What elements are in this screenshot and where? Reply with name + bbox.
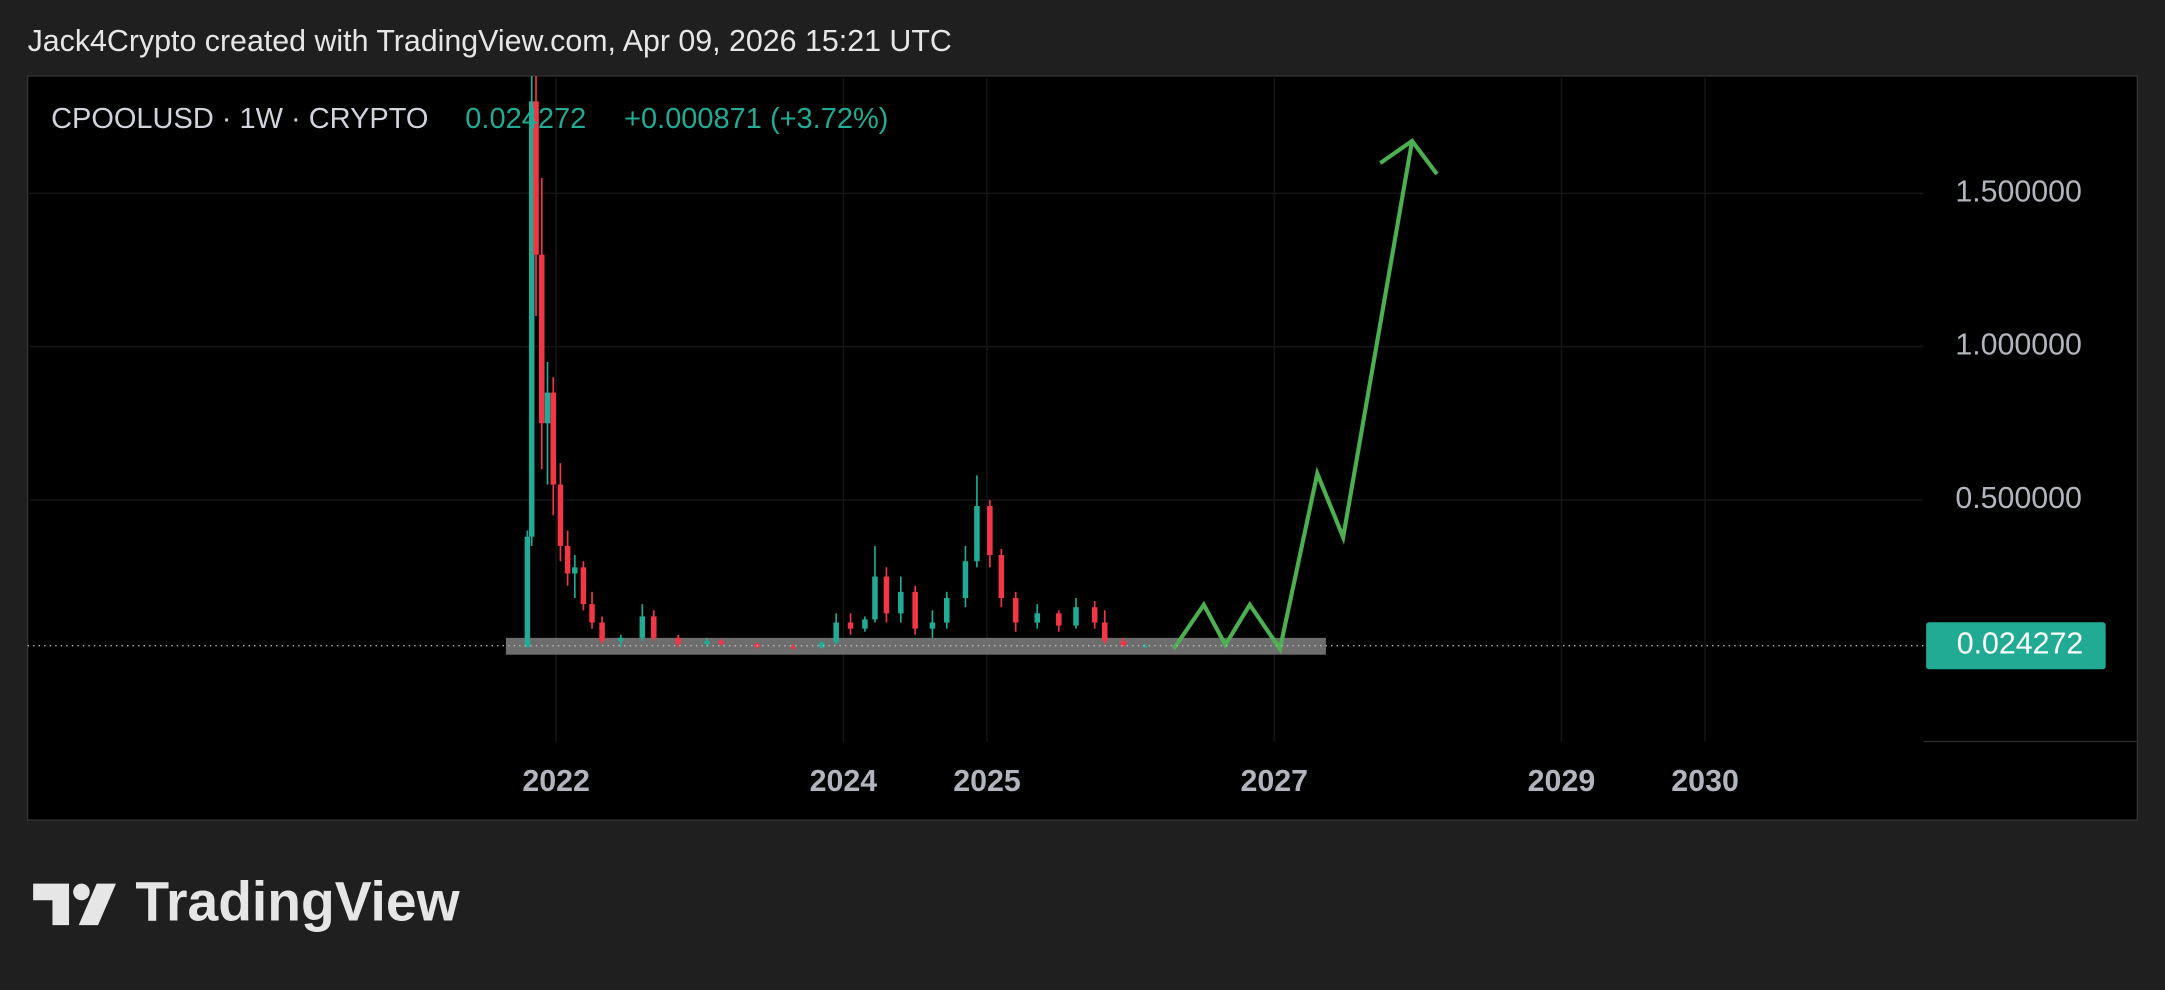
x-tick-label: 2030 (1671, 765, 1739, 798)
candle-body (599, 622, 605, 641)
candle-body (1073, 607, 1079, 626)
last-price: 0.024272 (465, 103, 586, 135)
candle-body (974, 506, 980, 562)
candle-body (580, 567, 587, 605)
candle-body (528, 101, 535, 537)
projection-line (1171, 140, 1415, 655)
candle-body (557, 484, 564, 546)
candle-body (862, 619, 868, 629)
candle-body (704, 640, 710, 644)
x-tick-label: 2024 (810, 765, 878, 798)
candle-body (912, 591, 918, 629)
candle-body (944, 597, 950, 623)
candle-body (987, 506, 993, 556)
candle-body (790, 647, 796, 649)
y-tick-label: 1.500000 (1955, 175, 2082, 208)
candle-body (675, 637, 681, 644)
candle-body (847, 622, 854, 629)
support-zone (505, 637, 1326, 655)
candle-body (1142, 645, 1148, 648)
candle-body (1056, 613, 1062, 626)
candle-body (1101, 622, 1108, 641)
candle-body (833, 622, 839, 643)
candle-body (1091, 607, 1098, 623)
chart-panel (26, 75, 2139, 821)
candle-body (872, 576, 878, 620)
candle-body (639, 616, 646, 638)
attribution: Jack4Crypto created with TradingView.com… (28, 25, 952, 58)
candle-body (718, 640, 725, 644)
candle-body (898, 591, 904, 614)
candle-body (962, 561, 969, 598)
candle-body (883, 576, 890, 614)
grid (27, 75, 1924, 742)
projection-arrowhead (1379, 138, 1439, 176)
candle-body (1034, 613, 1041, 623)
candle-body (589, 604, 595, 623)
candle-body (617, 637, 624, 641)
candle-body (1120, 640, 1127, 646)
x-tick-label: 2029 (1528, 765, 1596, 798)
last-price-tag (1926, 622, 2106, 670)
logo-text: TradingView (135, 870, 460, 932)
x-tick-label: 2027 (1240, 765, 1308, 798)
candle-body (651, 616, 657, 638)
candle-body (998, 555, 1005, 598)
axes: 0.500000 1.000000 1.500000 2022 2024 2025 2027… (27, 175, 2106, 798)
plot-area (505, 75, 1439, 655)
price-change: +0.000871 (+3.72%) (624, 103, 888, 135)
symbol: CPOOLUSD · 1W · CRYPTO (51, 103, 428, 135)
y-tick-label: 0.500000 (1955, 482, 2082, 515)
logo-icon (33, 883, 116, 926)
candle-body (1012, 597, 1019, 623)
candle-body (550, 392, 557, 485)
candle-body (539, 254, 545, 424)
last-price-label: 0.024272 (1957, 628, 2084, 661)
candle-body (572, 567, 578, 574)
candle-body (524, 536, 531, 648)
y-tick-label: 1.000000 (1955, 329, 2082, 362)
x-tick-label: 2025 (953, 765, 1021, 798)
candle-body (544, 392, 551, 424)
candle-body (564, 545, 571, 574)
x-tick-label: 2022 (522, 765, 590, 798)
candle-body (929, 622, 936, 629)
candle-body (533, 101, 539, 255)
candle-body (819, 642, 825, 648)
